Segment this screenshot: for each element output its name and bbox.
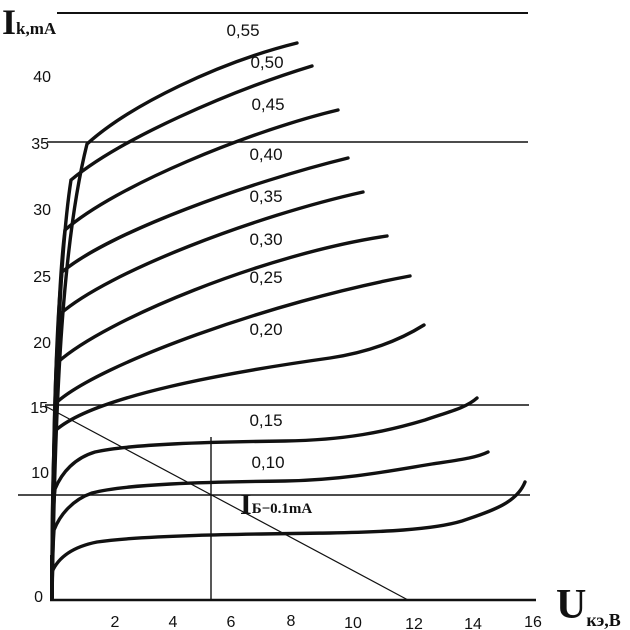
x-tick-16: 16 [524, 614, 542, 630]
curve-ib-0.35-label: 0,35 [249, 187, 282, 206]
ib-note-label: IБ−0.1mA [240, 488, 312, 521]
curve-ib-0.25-label: 0,25 [249, 268, 282, 287]
x-tick-6: 6 [227, 614, 236, 630]
y-axis-label: Ik,mA [2, 2, 57, 42]
load-line [44, 405, 409, 601]
y-tick-35: 35 [31, 136, 49, 153]
curve-ib-0.40-label: 0,40 [249, 145, 282, 164]
curve-ib-0.35 [50, 190, 365, 600]
curve-ib-0.45 [50, 108, 340, 600]
curve-ib-0.05 [50, 480, 527, 600]
y-tick-0: 0 [34, 589, 43, 606]
x-tick-8: 8 [287, 613, 296, 630]
x-axis-label: Uкэ,В [556, 582, 621, 630]
axis-labels: Ik,mA Uкэ,В IБ−0.1mA [2, 2, 621, 630]
curve-ib-0.30-label: 0,30 [249, 230, 282, 249]
x-tick-12: 12 [405, 616, 423, 630]
x-tick-10: 10 [344, 615, 362, 630]
axis-tick-labels: 40 35 30 25 20 15 10 0 2 4 6 8 10 12 14 16 [30, 69, 542, 630]
curve-ib-0.50-label: 0,50 [250, 53, 283, 72]
y-tick-15: 15 [30, 400, 48, 417]
curve-labels: 0,55 0,50 0,45 0,40 0,35 0,30 0,25 0,20 0,15 0,10 [226, 21, 284, 472]
curve-ib-0.45-label: 0,45 [251, 95, 284, 114]
curve-ib-0.20 [50, 323, 426, 600]
x-tick-2: 2 [111, 614, 120, 630]
curve-ib-0.15-label: 0,15 [249, 411, 282, 430]
y-tick-30: 30 [33, 202, 51, 219]
characteristic-curves [50, 41, 527, 600]
curve-ib-0.10 [50, 450, 490, 600]
x-tick-4: 4 [169, 614, 178, 630]
y-tick-20: 20 [33, 335, 51, 352]
curve-ib-0.10-label: 0,10 [251, 453, 284, 472]
curve-ib-0.20-label: 0,20 [249, 320, 282, 339]
curve-ib-0.55-label: 0,55 [226, 21, 259, 40]
curve-ib-0.15 [50, 396, 479, 600]
y-tick-10: 10 [31, 465, 49, 482]
x-tick-14: 14 [464, 616, 482, 630]
y-tick-40: 40 [33, 69, 51, 86]
y-tick-25: 25 [33, 269, 51, 286]
